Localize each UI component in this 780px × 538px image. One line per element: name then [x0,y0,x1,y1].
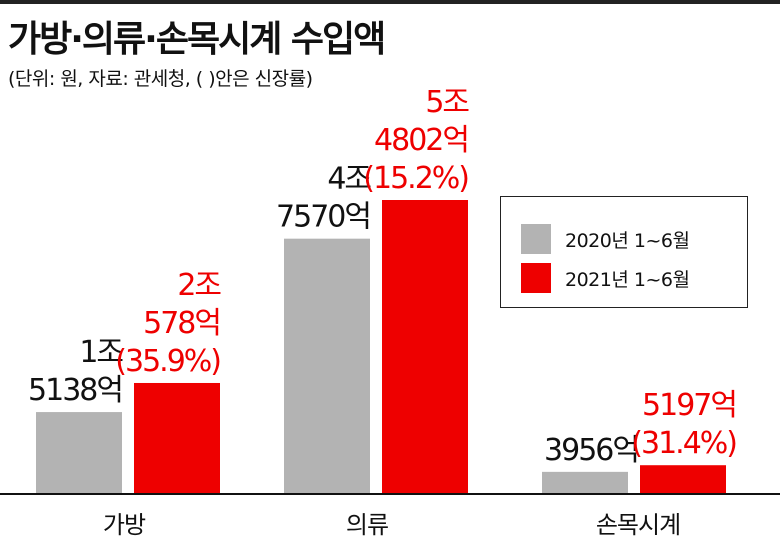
legend-swatch-2021 [521,263,551,293]
data-label-clothing-2021-line1: 5조 [425,85,469,120]
category-label-bag: 가방 [103,511,146,538]
data-label-clothing-2021-line3: (15.2%) [363,161,468,196]
data-label-bag-2020-line1: 1조 [79,335,123,370]
legend-swatch-2020 [521,224,551,254]
legend-label-2020: 2020년 1~6월 [565,230,690,252]
legend-label-2021: 2021년 1~6월 [565,269,690,291]
bar-bag-2020 [36,412,122,493]
bar-clothing-2021 [382,200,468,493]
bar-watch-2020 [542,471,628,493]
bar-watch-2021 [640,465,726,493]
data-label-bag-2021-line2: 578억 [143,306,220,341]
data-label-bag-2021-line1: 2조 [177,268,221,303]
top-rule [0,0,780,4]
category-label-watch: 손목시계 [596,511,680,538]
data-label-bag-2021-line3: (35.9%) [115,344,220,379]
chart-title: 가방·의류·손목시계 수입액 [8,19,386,60]
bar-clothing-2020 [284,238,370,493]
legend: 2020년 1~6월 2021년 1~6월 [500,196,748,308]
legend-item-2021: 2021년 1~6월 [521,263,751,293]
category-label-clothing: 의류 [346,511,388,538]
data-label-watch-2020-line1: 3956억 [544,433,638,468]
data-label-watch-2021-line1: 5197억 [642,388,736,423]
data-label-clothing-2020-line2: 7570억 [276,200,370,235]
legend-item-2020: 2020년 1~6월 [521,224,751,254]
data-label-bag-2020-line2: 5138억 [28,373,122,408]
data-label-watch-2021-line2: (31.4%) [631,426,736,461]
chart-subtitle: (단위: 원, 자료: 관세청, ( )안은 신장률) [8,68,313,90]
data-label-clothing-2020-line1: 4조 [327,162,371,197]
data-label-clothing-2021-line2: 4802억 [374,123,468,158]
bar-bag-2021 [134,382,220,493]
